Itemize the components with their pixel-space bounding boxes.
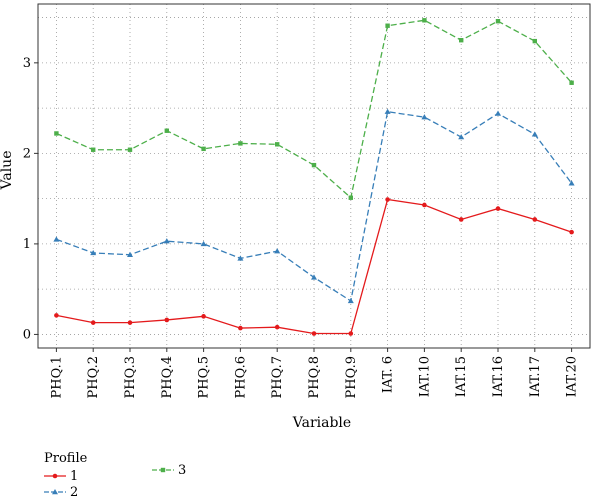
series-3-line xyxy=(56,19,573,199)
series-3-point xyxy=(201,146,206,152)
legend-marker-2 xyxy=(52,489,58,495)
series-lines xyxy=(53,18,575,336)
x-tick-label: PHQ.1 xyxy=(49,356,64,399)
series-2-point xyxy=(311,274,317,280)
legend-label-3: 3 xyxy=(178,463,186,478)
series-1-point xyxy=(54,313,59,318)
series-2-point xyxy=(127,251,133,257)
series-1-point xyxy=(164,317,170,323)
legend-title: Profile xyxy=(44,451,88,466)
series-2-point xyxy=(163,238,170,244)
x-tick-label: IAT.16 xyxy=(491,356,506,397)
legend-marker-1 xyxy=(52,473,58,479)
x-tick-label: IAT.20 xyxy=(565,356,580,397)
series-3-point xyxy=(311,162,317,168)
series-2-point xyxy=(53,236,60,242)
series-2-point xyxy=(531,131,538,137)
series-2-point xyxy=(495,110,501,116)
x-tick-label: PHQ.7 xyxy=(270,356,285,399)
legend-label-1: 1 xyxy=(70,469,78,484)
y-tick-label: 3 xyxy=(23,56,31,71)
series-1-point xyxy=(311,331,317,336)
x-axis-title: Variable xyxy=(292,415,351,431)
series-2-point xyxy=(458,134,465,140)
series-3-point xyxy=(238,141,243,146)
x-tick-label: IAT.15 xyxy=(454,356,469,397)
series-3-point xyxy=(569,80,574,85)
series-2-point xyxy=(200,240,207,247)
series-3-point xyxy=(532,38,537,44)
series-2-point xyxy=(237,255,244,261)
series-1-point xyxy=(495,206,501,211)
series-1-point xyxy=(532,217,538,222)
series-3-point xyxy=(495,19,501,24)
series-1-point xyxy=(90,320,96,325)
legend-marker-3 xyxy=(160,467,166,473)
series-2-point xyxy=(384,108,391,114)
x-tick-label: PHQ.2 xyxy=(86,356,101,399)
legend: Profile 12 3 xyxy=(44,451,186,500)
legend-label-2: 2 xyxy=(70,485,78,497)
series-3-point xyxy=(127,147,133,152)
x-tick-label: IAT.17 xyxy=(528,356,543,397)
series-2-point xyxy=(90,249,97,256)
series-1-point xyxy=(274,324,280,330)
series-1-point xyxy=(569,229,574,235)
series-1-point xyxy=(201,314,206,319)
series-1-point xyxy=(385,197,390,202)
series-3-point xyxy=(459,38,464,43)
series-1-line xyxy=(56,198,572,335)
series-1-point xyxy=(458,217,464,222)
series-3-point xyxy=(91,147,96,152)
x-tick-label: PHQ.9 xyxy=(344,356,359,399)
y-tick-label: 2 xyxy=(23,146,31,161)
x-tick-label: PHQ.3 xyxy=(123,356,138,399)
x-tick-label: IAT. 6 xyxy=(381,356,396,393)
series-1-point xyxy=(238,325,243,331)
series-3-point xyxy=(275,142,280,147)
series-2-point xyxy=(347,297,354,304)
series-3-point xyxy=(348,195,353,200)
series-3-point xyxy=(54,131,59,136)
y-tick-label: 0 xyxy=(23,327,31,342)
series-3-point xyxy=(385,23,390,28)
x-tick-label: PHQ.5 xyxy=(197,356,212,399)
x-tick-label: PHQ.4 xyxy=(160,356,175,399)
x-tick-label: PHQ.8 xyxy=(307,356,322,399)
series-1-point xyxy=(348,331,354,336)
x-tick-label: IAT.10 xyxy=(417,356,432,397)
grid xyxy=(38,4,590,348)
series-2-point xyxy=(274,248,281,254)
x-tick-label: PHQ.6 xyxy=(233,356,248,399)
series-1-point xyxy=(422,202,427,208)
y-axis-title: Value xyxy=(0,151,15,191)
series-1-point xyxy=(127,320,133,325)
series-2-point xyxy=(568,180,575,186)
series-3-point xyxy=(422,18,427,23)
series-3-point xyxy=(164,128,169,133)
series-2-point xyxy=(421,114,428,120)
y-tick-label: 1 xyxy=(23,237,31,252)
axis-ticks: 0 1 2 3 PHQ.1 PHQ.2 PHQ.3 PHQ.4 PHQ.5 PHQ.6 PHQ.7 P… xyxy=(23,56,580,399)
